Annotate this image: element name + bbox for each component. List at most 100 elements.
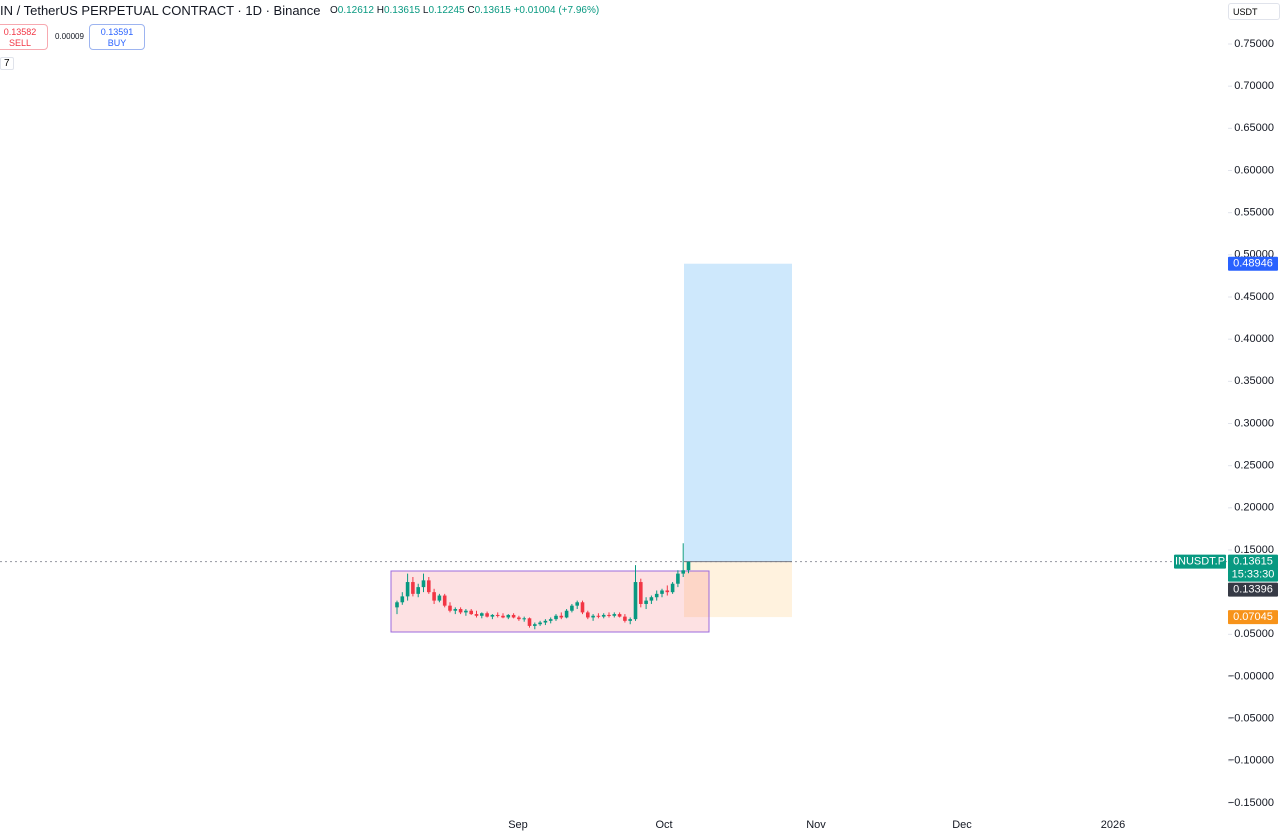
sell-price: 0.13582	[3, 27, 37, 37]
y-tick-label: 0.35000	[1234, 375, 1274, 387]
candle-body	[548, 619, 553, 621]
range-box	[390, 570, 710, 633]
last-price: 0.13615	[1233, 556, 1273, 568]
candle-body	[564, 610, 569, 618]
target-price-bg	[1228, 256, 1278, 271]
sell-button[interactable]: 0.13582 SELL	[0, 24, 48, 50]
candle-body	[543, 620, 548, 623]
candle-body	[474, 614, 479, 616]
candle-body	[670, 583, 675, 593]
candle-body	[501, 615, 505, 618]
candle-body	[570, 605, 574, 611]
y-tick-label: 0.15000	[1234, 544, 1274, 556]
other-price: 0.13396	[1233, 584, 1273, 596]
time-label: Oct	[655, 819, 672, 831]
target-price: 0.48946	[1233, 258, 1273, 270]
candle-body	[607, 614, 611, 616]
candle-body	[485, 613, 489, 617]
buy-button[interactable]: 0.13591 BUY	[89, 24, 145, 50]
candle-body	[575, 602, 579, 606]
candle-body	[665, 590, 670, 593]
symbol-badge: INUSDT.P	[1175, 556, 1225, 568]
c-label: C	[467, 5, 475, 16]
candle-body	[432, 592, 436, 601]
candle-body	[681, 570, 685, 574]
indicators-toggle[interactable]: 7	[0, 57, 14, 70]
other-price-bg	[1228, 582, 1278, 597]
candle-body	[511, 614, 516, 618]
sell-label: SELL	[8, 38, 32, 48]
candle-body	[601, 614, 606, 617]
time-label: Nov	[806, 819, 826, 831]
y-tick-label: 0.30000	[1234, 417, 1274, 429]
candle-body	[458, 609, 463, 613]
candle-body	[644, 600, 648, 604]
candle-body	[649, 597, 654, 601]
time-label: Sep	[508, 819, 528, 831]
candle-body	[453, 609, 458, 611]
y-tick-label: −0.05000	[1228, 713, 1274, 725]
symbol-title: IN / TetherUS PERPETUAL CONTRACT · 1D · …	[0, 3, 321, 18]
o-label: O	[330, 5, 338, 16]
symbol-badge-bg	[1174, 554, 1226, 569]
candle-body	[495, 614, 500, 616]
countdown: 15:33:30	[1232, 569, 1275, 581]
candle-body	[506, 614, 511, 618]
candle-body	[421, 580, 426, 588]
candle-body	[612, 614, 617, 616]
candle-body	[517, 617, 521, 620]
y-tick-label: 0.50000	[1234, 249, 1274, 261]
candle-body	[527, 618, 532, 626]
last-price-bg	[1228, 554, 1278, 569]
candle-body	[400, 596, 405, 603]
candle-body	[395, 602, 399, 608]
y-tick-label: −0.15000	[1228, 797, 1274, 809]
c: 0.13615	[474, 5, 511, 16]
candle-body	[559, 615, 564, 618]
candle-body	[580, 602, 585, 613]
candle-body	[448, 605, 452, 611]
candle-body	[591, 615, 595, 618]
buy-label: BUY	[107, 38, 127, 48]
ohlc-legend: O0.12612 H0.13615 L0.12245 C0.13615 +0.0…	[330, 5, 599, 16]
y-tick-label: 0.05000	[1234, 628, 1274, 640]
y-tick-label: −0.10000	[1228, 755, 1274, 767]
time-label: Dec	[952, 819, 972, 831]
candle-body	[427, 580, 431, 593]
currency-select[interactable]: USDT	[1228, 3, 1280, 20]
buy-price: 0.13591	[100, 27, 134, 37]
y-tick-label: −0.00000	[1228, 670, 1274, 682]
change: +0.01004 (+7.96%)	[513, 5, 600, 16]
candle-body	[676, 573, 680, 584]
y-tick-label: 0.45000	[1234, 291, 1274, 303]
candle-body	[437, 595, 442, 601]
y-tick-label: 0.55000	[1234, 207, 1274, 219]
candle-body	[480, 613, 484, 616]
candle-body	[416, 587, 420, 594]
candle-body	[490, 614, 495, 617]
candle-body	[442, 595, 447, 606]
candle-body	[464, 610, 468, 613]
stop-price-bg	[1228, 610, 1278, 625]
candle-body	[596, 615, 601, 617]
candle-body	[686, 561, 691, 571]
candle-body	[538, 622, 542, 625]
candle-body	[411, 582, 415, 594]
candle-body	[554, 615, 558, 620]
o: 0.12612	[337, 5, 374, 16]
y-tick-label: 0.60000	[1234, 164, 1274, 176]
h-label: H	[376, 5, 384, 16]
target-zone	[684, 263, 792, 562]
candle-body	[654, 593, 659, 598]
candle-body	[660, 590, 664, 594]
candle-body	[617, 614, 622, 617]
time-label: 2026	[1101, 819, 1125, 831]
candle-body	[469, 610, 473, 615]
spread: 0.00009	[55, 32, 84, 41]
y-tick-label: 0.20000	[1234, 502, 1274, 514]
candle-body	[522, 618, 526, 620]
l-label: L	[422, 5, 429, 16]
y-tick-label: 0.75000	[1234, 38, 1274, 50]
